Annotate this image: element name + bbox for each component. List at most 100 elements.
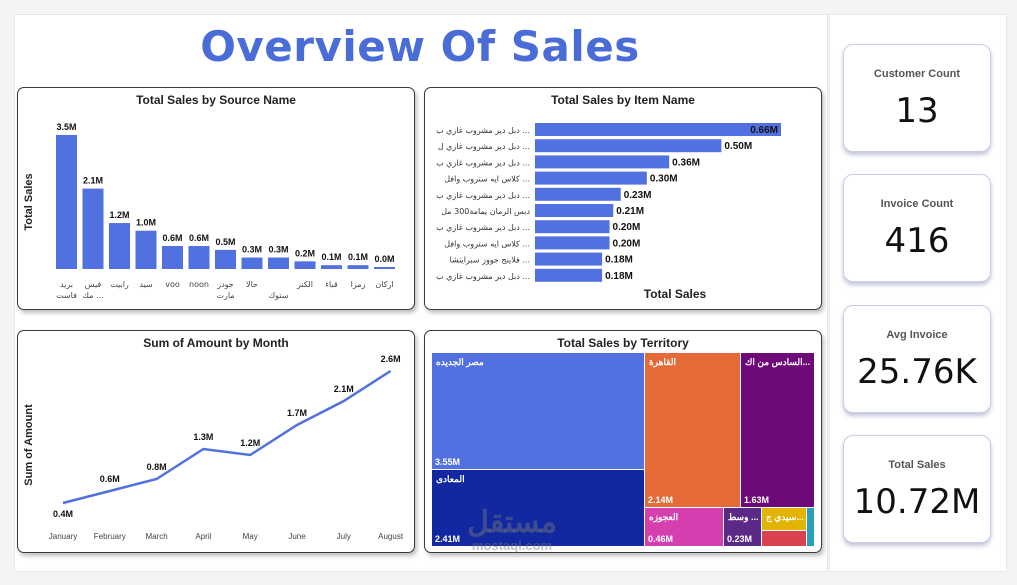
tile-value: 0.23M (727, 534, 753, 544)
y-tick-label: دبل دير مشروب غازي ب ... (436, 191, 530, 200)
kpi-card-invoice-count[interactable]: Invoice Count 416 (843, 174, 991, 282)
y-axis-label: Total Sales (23, 173, 35, 230)
data-label: 0.3M (268, 245, 288, 255)
x-tick-label: ستوك (269, 291, 289, 300)
bar (56, 135, 77, 269)
tile-value: 3.55M (435, 457, 461, 467)
data-label: 0.6M (100, 474, 120, 484)
y-tick-label: دبل دير مشروب غازي ب ... (436, 158, 530, 167)
bar (535, 268, 603, 282)
data-label: 0.6M (162, 233, 182, 243)
x-tick-label: قباء (325, 280, 338, 289)
kpi-value: 10.72M (853, 482, 981, 522)
y-tick-label: دبس الرمان يمامة300 مل (441, 207, 530, 216)
treemap-tile-sixth-october[interactable]: السادس من اك... 1.63M (741, 353, 814, 507)
x-tick-label: June (288, 532, 306, 541)
y-tick-label: دبل دير مشروب غازي ل ... (438, 142, 530, 151)
treemap-tile-cairo[interactable]: القاهرة 2.14M (645, 353, 740, 507)
kpi-label: Avg Invoice (886, 329, 948, 341)
bar (162, 246, 183, 269)
data-label: 0.2M (295, 248, 315, 258)
tile-value: 2.14M (648, 495, 674, 505)
bar (374, 267, 395, 269)
x-tick-label: voo (165, 280, 180, 289)
bar (241, 257, 263, 269)
treemap-tile-maadi[interactable]: المعادى 2.41M (432, 469, 644, 546)
x-tick-label: رابيت (110, 280, 129, 289)
item-sales-chart[interactable]: Total Sales by Item Name 0.66M دبل دير مش… (424, 87, 822, 310)
treemap-tile-masr-elgedida[interactable]: مصر الجديده 3.55M (432, 353, 644, 469)
kpi-value: 416 (884, 221, 950, 261)
y-tick-label: دبل دير مشروب غازي ب ... (436, 126, 530, 135)
kpi-card-avg-invoice[interactable]: Avg Invoice 25.76K (843, 305, 991, 413)
chart-title: Total Sales by Source Name (136, 93, 296, 107)
data-label: 0.66M (750, 125, 778, 136)
treemap-tile-small-teal[interactable] (807, 508, 814, 546)
x-tick-label: مك ... (82, 291, 103, 300)
tile-name: مصر الجديده (436, 357, 484, 367)
bar (535, 123, 781, 136)
kpi-card-total-sales[interactable]: Total Sales 10.72M (843, 435, 991, 543)
x-tick-label: بريد (60, 280, 73, 289)
bar (535, 220, 610, 234)
bar (215, 249, 236, 269)
bar (535, 252, 603, 266)
treemap-tile-agouza[interactable]: العجوزه 0.46M (645, 508, 723, 546)
data-label: 0.30M (650, 174, 678, 185)
data-label: 0.50M (724, 141, 752, 152)
bar (268, 257, 289, 269)
month-amount-chart[interactable]: Sum of Amount by Month Sum of Amount 0.4M… (17, 330, 415, 553)
tile-name: القاهرة (649, 357, 676, 367)
x-tick-label: April (195, 532, 211, 541)
x-tick-label: August (378, 532, 404, 541)
data-label: 0.6M (189, 233, 209, 243)
territory-treemap[interactable]: Total Sales by Territory مصر الجديده 3.5… (424, 330, 822, 553)
bar (188, 246, 210, 269)
bar (535, 155, 670, 169)
watermark: مستقل mostaql.com (452, 508, 572, 554)
chart-title: Total Sales by Territory (557, 336, 689, 350)
data-label: 1.7M (287, 408, 307, 418)
tile-name: المعادى (436, 474, 465, 484)
data-label: 0.20M (613, 222, 641, 233)
data-label: 0.20M (613, 238, 641, 249)
kpi-value: 25.76K (857, 352, 977, 392)
data-label: 0.36M (672, 157, 700, 168)
x-tick-label: July (337, 532, 351, 541)
y-tick-label: كلاس ايه ستروب وافل ... (444, 175, 530, 184)
x-tick-label: noon (189, 280, 209, 289)
kpi-label: Customer Count (873, 68, 961, 80)
source-sales-chart[interactable]: Total Sales by Source Name Total Sales 3.… (17, 87, 415, 310)
kpi-card-customer-count[interactable]: Customer Count 13 (843, 44, 991, 152)
series-line (62, 369, 392, 505)
month-line-svg: Sum of Amount 0.4M January 0.6M February 0.8M… (23, 354, 404, 541)
x-axis-label: Total Sales (644, 287, 707, 301)
bar (109, 223, 130, 269)
data-label: 2.1M (334, 384, 354, 394)
data-label: 1.0M (136, 218, 156, 228)
treemap-tile-downtown[interactable]: وسط ... 0.23M (724, 508, 761, 546)
data-label: 0.0M (374, 254, 394, 264)
bar (321, 265, 342, 269)
x-tick-label: February (94, 532, 126, 541)
x-tick-label: اركان (375, 280, 393, 289)
chart-title: Sum of Amount by Month (143, 336, 289, 350)
bar (535, 171, 647, 185)
bar (82, 188, 104, 269)
data-label: 0.21M (616, 206, 644, 217)
bar (535, 187, 621, 201)
source-bar-svg: Total Sales 3.5M بريد فاست 2.1M فيس مك ... 1.2M… (23, 122, 395, 300)
kpi-label: Total Sales (888, 459, 946, 471)
bar (347, 265, 369, 269)
y-tick-label: كلاس ايه ستروب وافل ... (444, 239, 530, 248)
treemap-tile-sidi-gaber[interactable]: سيدي ج... (762, 508, 806, 530)
chart-title: Total Sales by Item Name (551, 93, 695, 107)
bar (535, 236, 610, 250)
x-tick-label: الكنز (296, 280, 313, 289)
data-label: 0.3M (242, 245, 262, 255)
data-label: 0.18M (605, 271, 633, 282)
tile-value: 2.41M (435, 534, 461, 544)
data-label: 0.23M (624, 190, 652, 201)
x-tick-label: فيس (85, 280, 102, 289)
treemap-tile-small-red[interactable] (762, 531, 806, 546)
